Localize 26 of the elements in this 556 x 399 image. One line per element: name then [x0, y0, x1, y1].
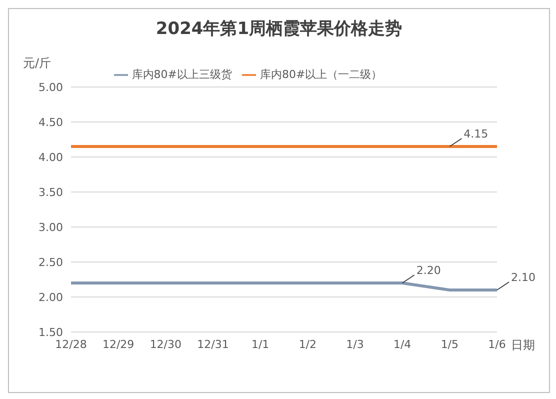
legend-label: 库内80#以上三级货: [132, 68, 232, 81]
x-tick-label: 1/1: [251, 338, 270, 351]
y-tick-label: 2.00: [38, 290, 63, 304]
legend-label: 库内80#以上（一二级）: [260, 68, 382, 81]
y-tick-label: 3.50: [38, 186, 63, 199]
data-label: 2.20: [416, 264, 441, 277]
y-tick-label: 5.00: [38, 80, 63, 94]
data-label: 2.10: [511, 271, 536, 284]
x-tick-label: 12/29: [102, 338, 134, 351]
y-tick-label: 4.50: [38, 116, 63, 129]
x-tick-label: 12/28: [55, 338, 87, 351]
y-axis-title: 元/斤: [23, 55, 52, 72]
x-tick-label: 12/31: [197, 338, 229, 351]
x-axis-title: 日期: [511, 337, 535, 354]
y-tick-label: 2.50: [38, 256, 63, 269]
y-tick-label: 3.00: [38, 220, 63, 234]
x-tick-label: 1/2: [298, 338, 317, 351]
data-label: 4.15: [464, 128, 488, 140]
y-tick-label: 4.00: [38, 150, 63, 164]
x-tick-label: 1/5: [440, 338, 459, 351]
y-tick-label: 1.50: [38, 326, 63, 339]
x-tick-label: 1/4: [393, 338, 412, 351]
x-tick-label: 1/3: [346, 338, 364, 351]
x-tick-label: 1/6: [488, 338, 506, 351]
x-tick-label: 12/30: [150, 338, 182, 351]
chart-title: 2024年第1周栖霞苹果价格走势: [154, 18, 404, 40]
